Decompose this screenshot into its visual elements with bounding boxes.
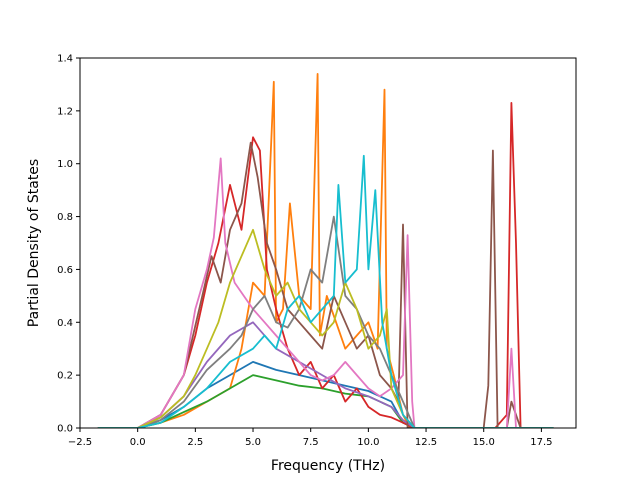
series-line-6 — [97, 141, 554, 428]
x-tick-label: −2.5 — [68, 437, 92, 448]
y-tick-label: 0.2 — [57, 371, 73, 382]
series-line-8 — [97, 215, 554, 428]
series-line-7 — [97, 157, 554, 428]
y-tick-label: 1.2 — [57, 106, 73, 117]
x-tick-label: 7.5 — [303, 437, 319, 448]
series-line-4 — [97, 102, 554, 428]
y-tick-label: 0.6 — [57, 265, 73, 276]
x-tick-label: 15.0 — [473, 437, 495, 448]
y-tick-label: 1.4 — [57, 54, 73, 65]
x-tick-label: 2.5 — [187, 437, 203, 448]
plot-frame — [79, 57, 577, 429]
series-layer — [97, 73, 554, 428]
y-tick-label: 0.4 — [57, 318, 73, 329]
y-tick-label: 1.0 — [57, 159, 73, 170]
x-axis-label: Frequency (THz) — [271, 458, 385, 474]
x-tick-label: 17.5 — [530, 437, 552, 448]
y-axis-ticks: 0.0 0.2 0.4 0.6 0.8 1.0 1.2 1.4 — [57, 54, 80, 435]
x-tick-label: 5.0 — [245, 437, 261, 448]
x-tick-label: 10.0 — [357, 437, 379, 448]
y-tick-label: 0.0 — [57, 424, 73, 435]
x-tick-label: 0.0 — [130, 437, 146, 448]
y-tick-label: 0.8 — [57, 212, 73, 223]
series-line-10 — [97, 154, 554, 428]
x-axis-ticks: −2.5 0.0 2.5 5.0 7.5 10.0 12.5 15.0 17.5 — [68, 428, 553, 448]
x-tick-label: 12.5 — [415, 437, 437, 448]
y-axis-label: Partial Density of States — [26, 159, 42, 327]
